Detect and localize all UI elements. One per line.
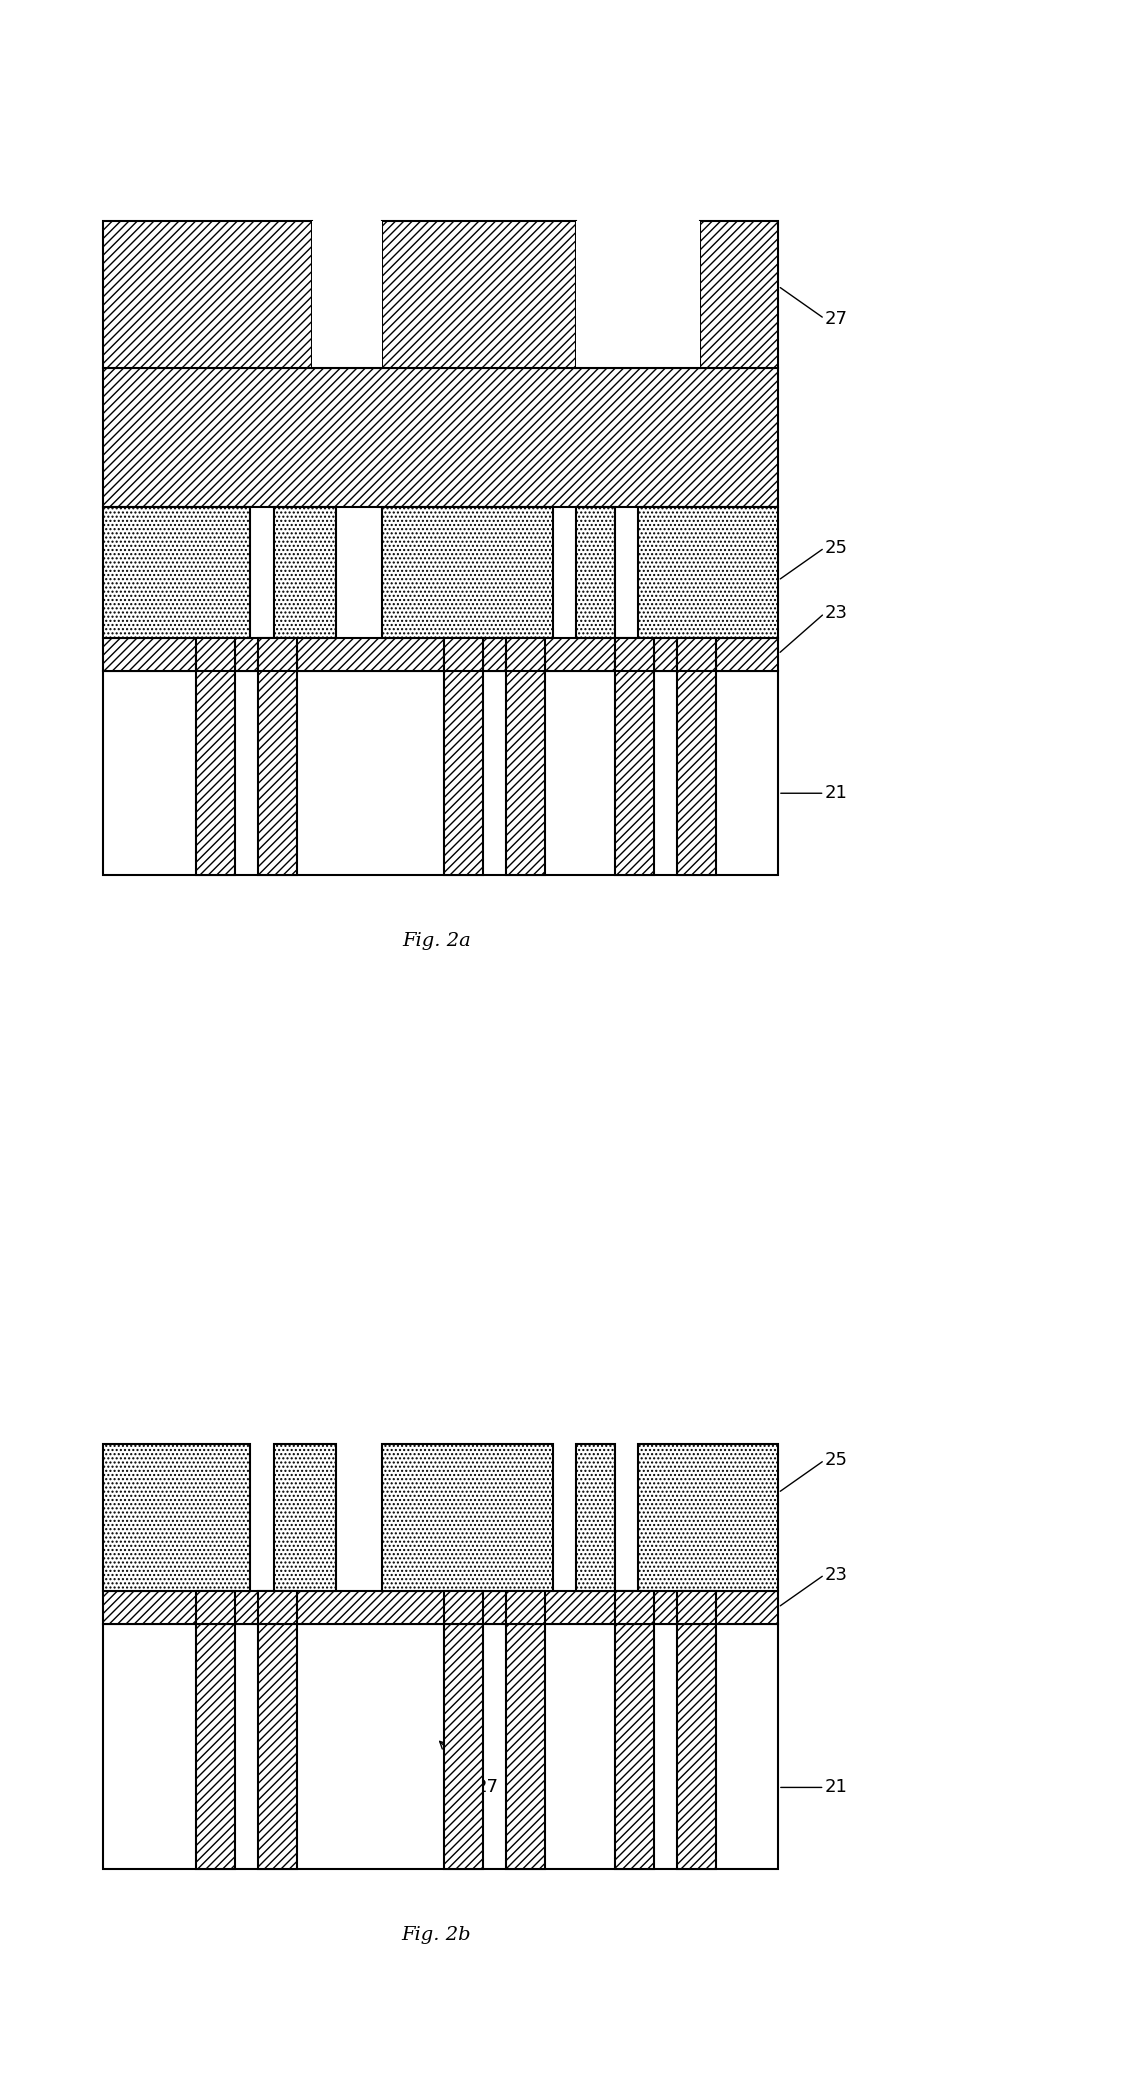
Bar — [677, 638, 716, 670]
Bar — [273, 507, 336, 638]
Text: 23: 23 — [825, 605, 848, 622]
Bar — [258, 1591, 297, 1624]
Bar — [273, 1444, 336, 1591]
Text: 27: 27 — [439, 1741, 498, 1796]
Bar — [196, 638, 234, 670]
Bar — [102, 1624, 778, 1869]
Text: Fig. 2a: Fig. 2a — [402, 931, 471, 950]
Bar — [258, 1624, 297, 1869]
Bar — [102, 368, 778, 507]
Bar — [444, 655, 484, 875]
Bar — [196, 1624, 234, 1869]
Bar — [576, 507, 615, 638]
Bar — [102, 507, 250, 638]
Bar — [258, 655, 297, 875]
Text: 23: 23 — [825, 1566, 848, 1584]
Bar — [638, 1444, 778, 1591]
Bar — [313, 220, 382, 368]
Bar — [444, 1624, 484, 1869]
Bar — [102, 638, 778, 670]
Bar — [506, 1624, 545, 1869]
Text: Fig. 2b: Fig. 2b — [402, 1926, 471, 1944]
Bar — [382, 507, 553, 638]
Bar — [506, 655, 545, 875]
Bar — [576, 220, 700, 368]
Bar — [102, 1591, 778, 1624]
Bar — [196, 1591, 234, 1624]
Bar — [102, 670, 778, 875]
Bar — [615, 1624, 654, 1869]
Bar — [444, 638, 484, 670]
Bar — [615, 1591, 654, 1624]
Bar — [677, 1591, 716, 1624]
Bar — [382, 220, 576, 368]
Bar — [677, 1624, 716, 1869]
Bar — [615, 638, 654, 670]
Bar — [506, 638, 545, 670]
Bar — [677, 655, 716, 875]
Text: 25: 25 — [825, 538, 848, 557]
Bar — [506, 1591, 545, 1624]
Bar — [615, 655, 654, 875]
Bar — [258, 638, 297, 670]
Text: 21: 21 — [825, 785, 848, 802]
Bar — [700, 220, 778, 368]
Bar — [444, 1591, 484, 1624]
Bar — [638, 507, 778, 638]
Bar — [102, 1444, 250, 1591]
Text: 27: 27 — [825, 310, 848, 329]
Bar — [382, 1444, 553, 1591]
Bar — [102, 220, 313, 368]
Text: 21: 21 — [825, 1779, 848, 1796]
Text: 25: 25 — [825, 1450, 848, 1469]
Bar — [576, 1444, 615, 1591]
Bar — [196, 655, 234, 875]
